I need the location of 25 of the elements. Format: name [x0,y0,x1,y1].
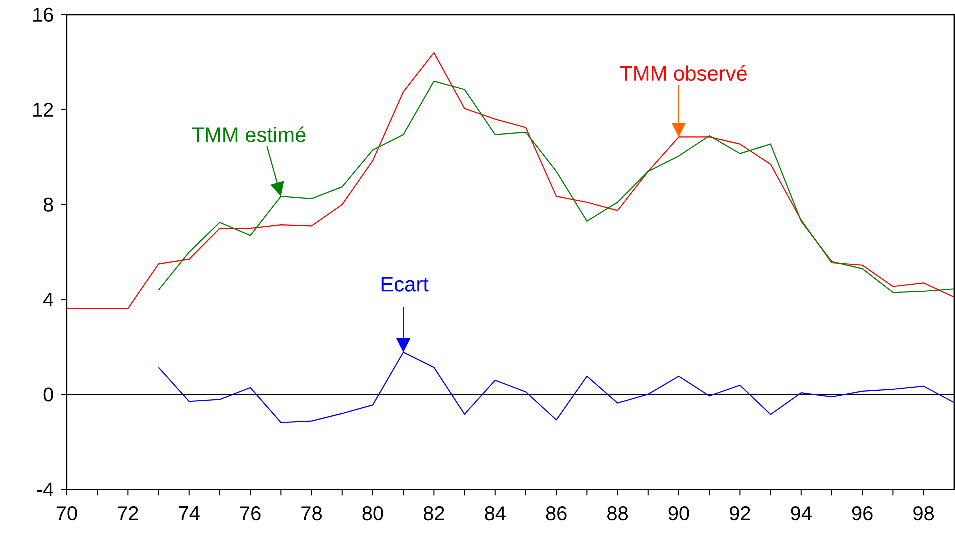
x-tick-label: 86 [546,506,567,521]
y-tick-label: -4 [37,483,54,497]
x-tick-label: 84 [485,506,506,521]
annotation: TMM observé [620,66,747,82]
annotation: Ecart [382,277,429,292]
x-tick-label: 74 [179,506,200,520]
y-tick-label: 4 [44,293,54,307]
y-tick-label: 8 [44,198,54,212]
x-tick-label: 82 [424,506,444,521]
x-tick-label: 78 [302,506,322,521]
x-tick-label: 88 [608,506,628,521]
x-tick-label: 94 [791,506,812,521]
y-tick-label: 12 [34,103,54,118]
x-tick-label: 76 [240,506,261,521]
annotation: TMM estimé [192,126,306,143]
y-tick-label: 16 [34,8,54,22]
y-tick-label: 0 [44,388,54,402]
x-tick-label: 90 [668,506,690,521]
x-tick-label: 96 [852,506,873,521]
line-series [158,81,955,294]
x-tick-label: 98 [914,506,934,521]
x-tick-label: 92 [730,506,750,521]
x-tick-label: 80 [362,506,384,521]
x-tick-label: 70 [56,506,78,521]
x-tick-label: 72 [118,506,138,521]
